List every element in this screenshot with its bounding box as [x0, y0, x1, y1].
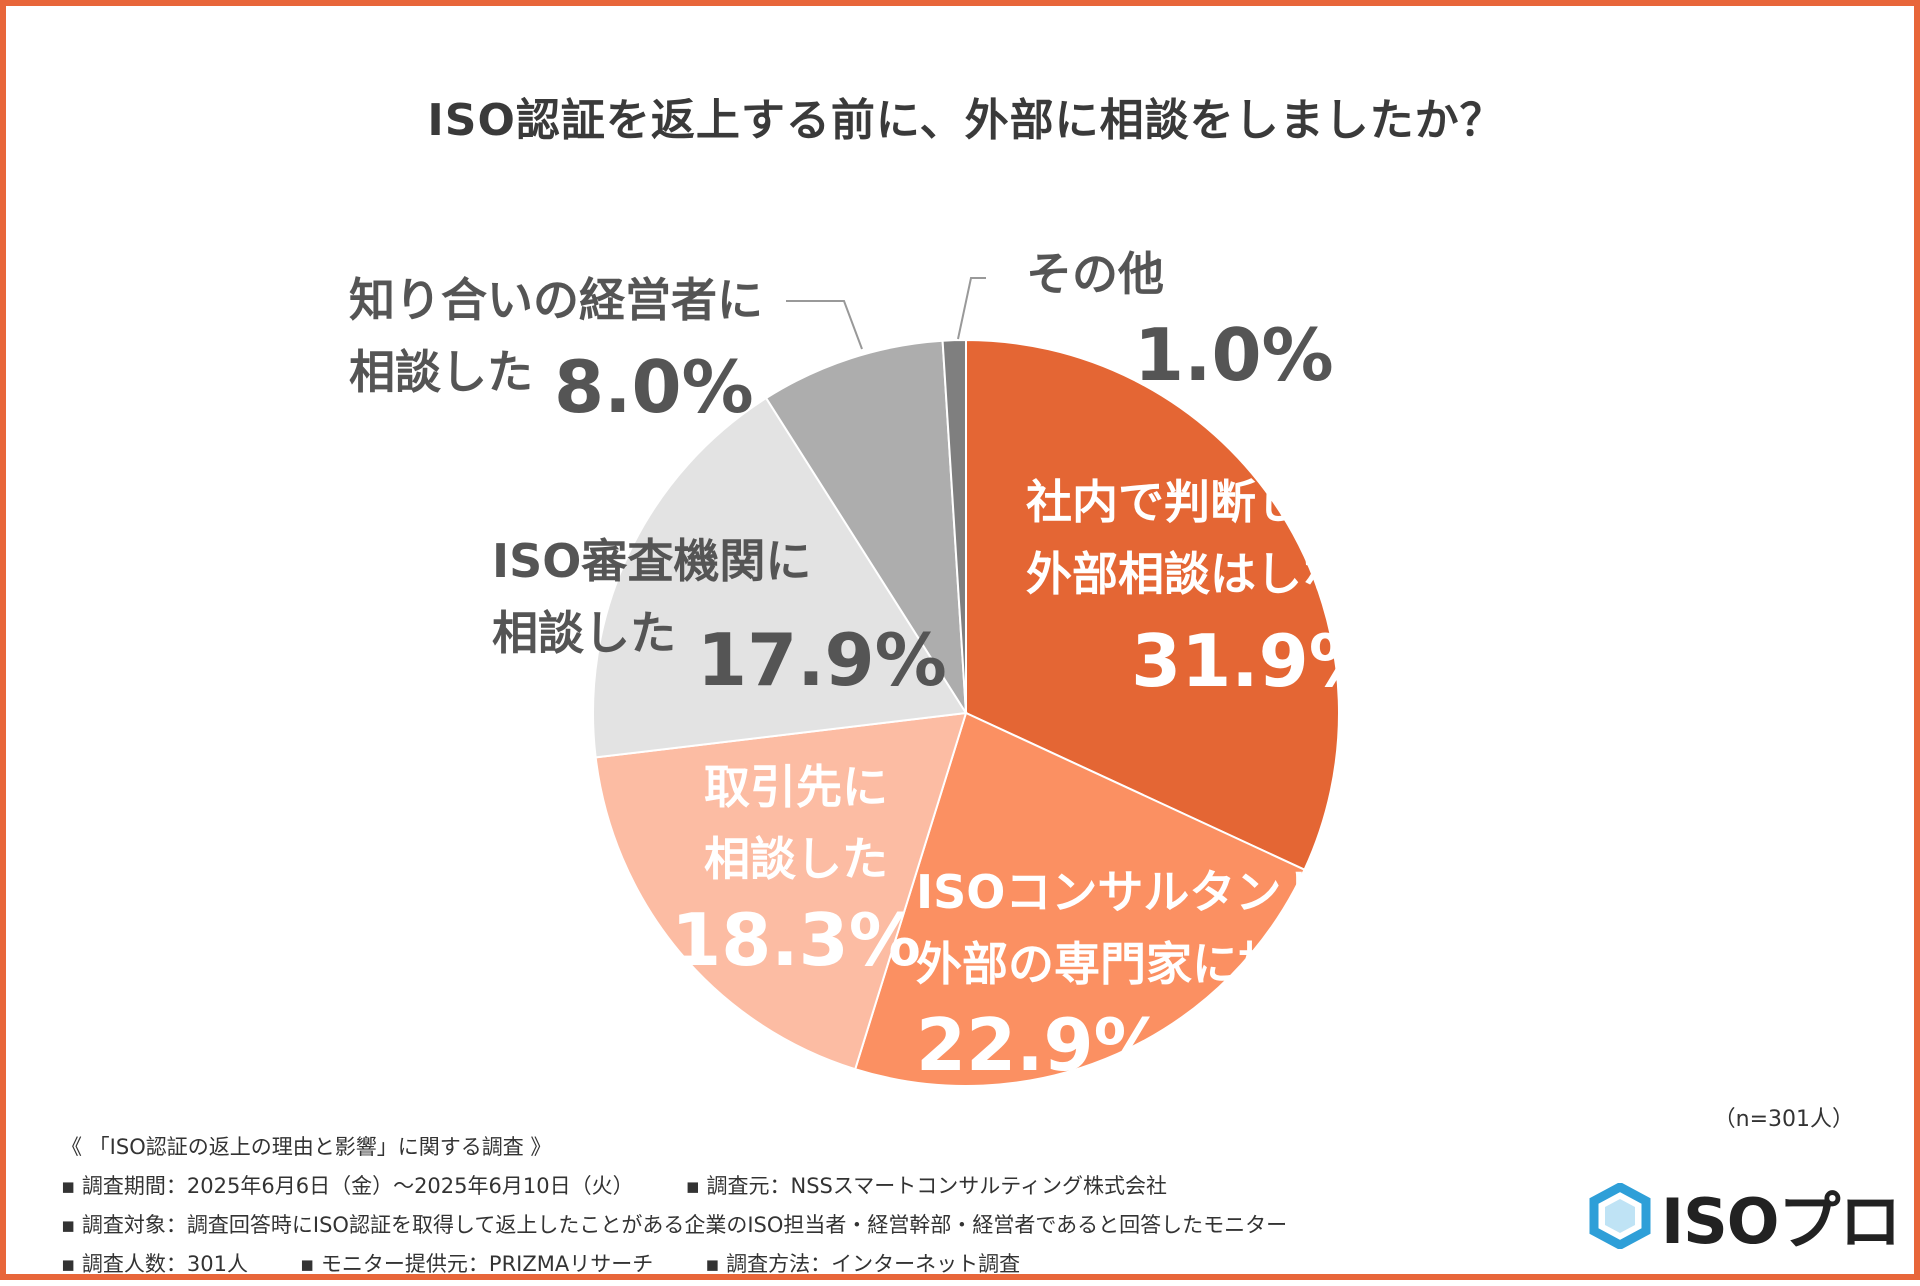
pie-slice-consultant — [853, 711, 1306, 1087]
slice-label-consultant: ISOコンサルタントなど 外部の専門家に相談した 22.9% — [916, 856, 1422, 1090]
slice-label-other: その他 1.0% — [1026, 238, 1334, 400]
slice-label-line: 外部相談はしなかった — [1026, 547, 1486, 601]
slice-percent: 18.3% — [671, 898, 921, 982]
footnote-row: ▪ 調査人数：301人 ▪ モニター提供元：PRIZMAリサーチ ▪ 調査方法：イン… — [61, 1245, 1287, 1284]
survey-method: ▪ 調査方法：インターネット調査 — [705, 1252, 1021, 1276]
slice-percent: 1.0% — [1134, 313, 1334, 397]
slice-label-line: ISO審査機関に — [492, 534, 812, 588]
footnote-row: ▪ 調査期間：2025年6月6日（金）～2025年6月10日（火） ▪ 調査元：N… — [61, 1167, 1287, 1206]
pie-slice-internal — [965, 338, 1340, 872]
slice-label-line: その他 — [1026, 247, 1164, 301]
survey-period: ▪ 調査期間：2025年6月6日（金）～2025年6月10日（火） — [61, 1174, 634, 1198]
slice-percent: 17.9% — [697, 618, 947, 702]
slice-label-line: 知り合いの経営者に — [349, 273, 763, 327]
slice-label-internal: 社内で判断したのみで 外部相談はしなかった 31.9% — [986, 466, 1526, 706]
sample-size: （n=301人） — [1713, 1107, 1854, 1132]
slice-label-line: 相談した — [704, 832, 888, 886]
survey-target: ▪ 調査対象：調査回答時にISO認証を取得して返上したことがある企業のISO担当… — [61, 1213, 1288, 1237]
slice-percent: 31.9% — [1131, 619, 1381, 703]
pie-slice-business-partner — [594, 711, 968, 1071]
footnotes: 《 「ISO認証の返上の理由と影響」に関する調査 》 ▪ 調査期間：2025年6… — [61, 1128, 1287, 1284]
chart-title: ISO認証を返上する前に、外部に相談をしましたか？ — [427, 95, 1505, 146]
slice-label-line: 相談した — [349, 345, 533, 399]
slice-percent: 8.0% — [554, 345, 754, 429]
pie-slice-acquaintance — [764, 339, 967, 714]
slice-label-business-partner: 取引先に 相談した 18.3% — [646, 751, 946, 985]
slice-label-line: 相談した — [492, 606, 676, 660]
pie-chart — [592, 277, 1340, 1087]
leader-line-acquaintance — [786, 300, 863, 350]
slice-label-certification-body: ISO審査機関に 相談した 17.9% — [492, 525, 947, 702]
slice-label-line: 取引先に — [704, 760, 888, 814]
hexagon-logo-icon — [1589, 1183, 1651, 1249]
survey-count: ▪ 調査人数：301人 — [61, 1252, 248, 1276]
pie-slice-other — [941, 338, 967, 714]
logo-text: ISOプロ — [1661, 1185, 1901, 1258]
slice-label-acquaintance: 知り合いの経営者に 相談した 8.0% — [349, 264, 763, 429]
survey-provider: ▪ モニター提供元：PRIZMAリサーチ — [300, 1252, 654, 1276]
survey-source: ▪ 調査元：NSSスマートコンサルティング株式会社 — [685, 1174, 1167, 1198]
slice-percent: 22.9% — [916, 1003, 1166, 1087]
pie-slice-certification-body — [592, 396, 968, 759]
slice-label-line: 外部の専門家に相談した — [916, 937, 1422, 991]
survey-title: 《 「ISO認証の返上の理由と影響」に関する調査 》 — [61, 1135, 552, 1159]
leader-line-other — [957, 277, 986, 340]
iso-pro-logo: ISOプロ — [1589, 1171, 1901, 1261]
slice-label-line: ISOコンサルタントなど — [916, 865, 1420, 919]
slice-label-line: 社内で判断したのみで — [1026, 475, 1486, 529]
